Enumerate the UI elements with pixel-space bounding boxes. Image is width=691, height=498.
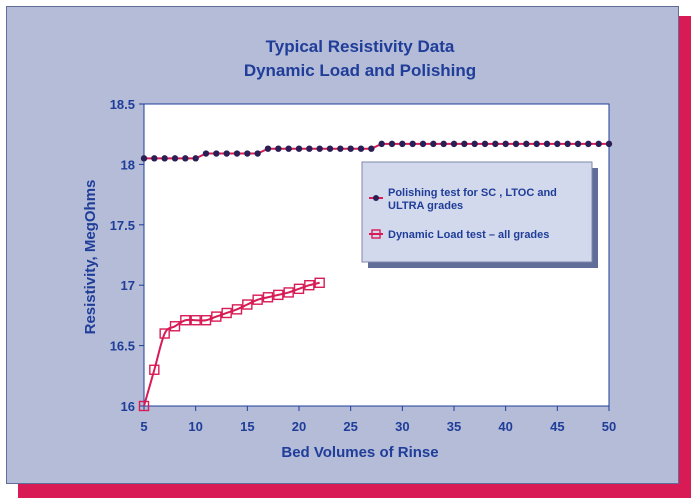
data-point-polishing — [326, 145, 334, 152]
data-point-dynamic-load — [159, 328, 170, 339]
data-point-polishing — [585, 140, 592, 148]
data-point-dynamic-load — [273, 289, 284, 301]
y-tick-label: 17 — [121, 278, 135, 293]
data-point-dynamic-load — [180, 315, 191, 326]
x-tick-label: 45 — [550, 419, 564, 434]
y-axis: 16 16.5 17 17.5 18 18.5 — [110, 97, 144, 414]
data-point-polishing — [399, 140, 406, 148]
x-tick-label: 50 — [602, 419, 616, 434]
data-point-dynamic-load — [190, 315, 201, 326]
data-point-polishing — [564, 140, 571, 148]
y-axis-label: Resistivity, MegOhms — [82, 180, 99, 335]
data-point-dynamic-load — [314, 277, 325, 288]
data-point-dynamic-load — [304, 280, 315, 291]
data-point-polishing — [574, 140, 582, 148]
y-tick-label: 16 — [121, 399, 135, 414]
data-point-polishing — [306, 145, 313, 152]
data-point-polishing — [192, 155, 199, 162]
data-point-polishing — [502, 140, 509, 148]
chart-subtitle: Dynamic Load and Polishing — [244, 61, 476, 80]
data-point-dynamic-load — [293, 283, 305, 295]
data-point-polishing — [409, 140, 416, 148]
series-line-polishing — [144, 142, 609, 160]
x-axis-label: Bed Volumes of Rinse — [281, 444, 438, 461]
legend: Polishing test for SC , LTOC and ULTRA g… — [361, 161, 598, 268]
data-point-polishing — [419, 140, 427, 148]
legend-label-polishing: Polishing test for SC , LTOC and ULTRA g… — [388, 187, 560, 212]
chart-panel: Typical Resistivity Data Dynamic Load an… — [6, 6, 679, 484]
legend-box — [361, 161, 593, 263]
data-point-polishing — [430, 140, 437, 148]
data-point-dynamic-load — [149, 364, 160, 375]
y-tick-label: 18.5 — [110, 97, 135, 112]
data-point-dynamic-load — [169, 321, 181, 332]
data-point-polishing — [337, 145, 344, 152]
data-point-polishing — [554, 140, 561, 148]
data-point-polishing — [233, 150, 241, 157]
data-point-dynamic-load — [242, 299, 253, 310]
data-point-polishing — [492, 140, 499, 148]
x-tick-label: 15 — [240, 419, 254, 434]
x-tick-label: 10 — [188, 419, 202, 434]
data-point-polishing — [347, 145, 354, 152]
data-point-polishing — [316, 145, 323, 152]
legend-label-polishing-line1: Polishing test for SC , LTOC and — [388, 187, 557, 199]
series-layer — [138, 140, 613, 412]
data-point-polishing — [481, 140, 489, 148]
data-point-polishing — [244, 150, 251, 157]
data-point-dynamic-load — [211, 311, 222, 322]
data-point-polishing — [202, 150, 210, 157]
data-point-polishing — [295, 145, 303, 152]
data-point-polishing — [213, 150, 220, 157]
data-point-dynamic-load — [283, 287, 294, 298]
data-point-polishing — [254, 150, 261, 157]
chart-title: Typical Resistivity Data — [266, 37, 455, 56]
x-axis: 5 10 15 20 25 30 35 40 45 50 — [140, 406, 616, 434]
data-point-polishing — [595, 140, 602, 148]
data-point-polishing — [471, 140, 478, 148]
data-point-polishing — [171, 155, 179, 162]
legend-marker-polishing — [373, 195, 379, 201]
data-point-dynamic-load — [138, 400, 150, 412]
data-point-dynamic-load — [231, 304, 243, 315]
x-tick-label: 40 — [498, 419, 512, 434]
data-point-dynamic-load — [221, 307, 232, 319]
data-point-polishing — [182, 155, 189, 162]
data-point-polishing — [357, 145, 365, 152]
resistivity-chart: Typical Resistivity Data Dynamic Load an… — [82, 37, 616, 461]
x-tick-label: 35 — [447, 419, 461, 434]
legend-label-polishing-line2: ULTRA grades — [388, 200, 463, 212]
x-tick-label: 20 — [292, 419, 306, 434]
data-point-polishing — [512, 140, 520, 148]
x-tick-label: 25 — [343, 419, 357, 434]
data-point-polishing — [533, 140, 540, 148]
y-tick-label: 18 — [121, 157, 135, 172]
data-point-polishing — [368, 145, 375, 152]
data-point-polishing — [440, 140, 447, 148]
data-point-polishing — [378, 140, 385, 148]
legend-label-dynamic: Dynamic Load test – all grades — [388, 229, 549, 241]
data-point-polishing — [264, 145, 272, 152]
data-point-polishing — [275, 145, 282, 152]
data-point-polishing — [543, 140, 551, 148]
legend-marker-dynamic — [371, 229, 381, 239]
data-point-polishing — [223, 150, 230, 157]
data-point-dynamic-load — [262, 292, 274, 303]
y-tick-label: 17.5 — [110, 218, 135, 233]
data-point-polishing — [151, 155, 158, 162]
data-point-polishing — [285, 145, 292, 152]
data-point-polishing — [605, 140, 613, 148]
x-tick-label: 5 — [140, 419, 147, 434]
data-point-polishing — [140, 155, 148, 162]
data-point-polishing — [450, 140, 458, 148]
x-tick-label: 30 — [395, 419, 409, 434]
data-point-polishing — [523, 140, 530, 148]
y-tick-label: 16.5 — [110, 339, 135, 354]
data-point-polishing — [461, 140, 468, 148]
data-point-polishing — [161, 155, 168, 162]
data-point-dynamic-load — [200, 315, 212, 326]
data-point-dynamic-load — [252, 294, 263, 305]
data-point-polishing — [388, 140, 396, 148]
